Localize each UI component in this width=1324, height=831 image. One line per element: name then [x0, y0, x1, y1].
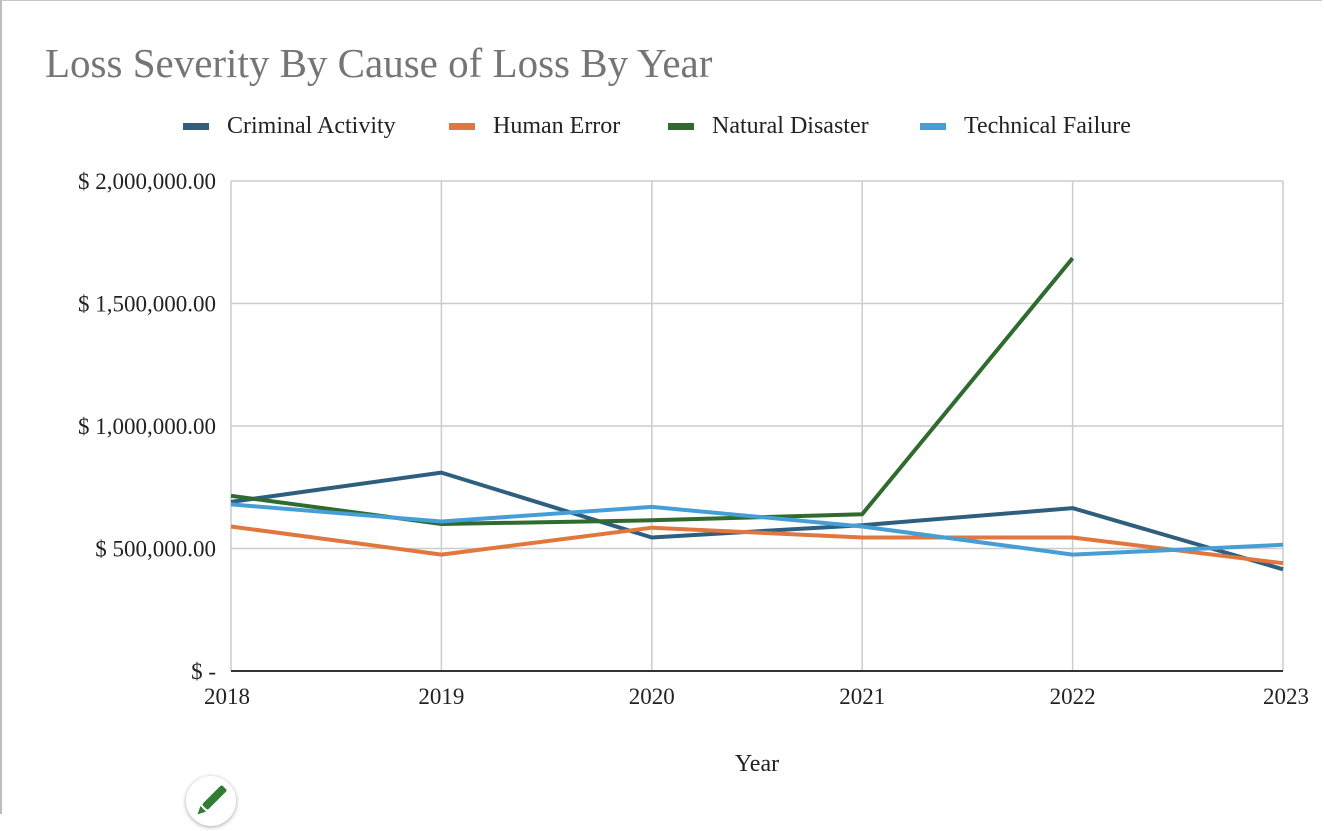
- legend-label-1: Human Error: [493, 112, 621, 139]
- y-tick-label: $ 500,000.00: [95, 537, 216, 562]
- x-axis-title: Year: [735, 751, 779, 777]
- tick-labels: $ - $ 500,000.00 $ 1,000,000.00 $ 1,500,000…: [78, 169, 1309, 709]
- edit-chart-button[interactable]: [186, 776, 236, 826]
- y-tick-label: $ 2,000,000.00: [78, 169, 216, 194]
- x-tick-label: 2022: [1050, 684, 1096, 709]
- legend-swatch-0: [183, 122, 209, 130]
- legend-item-0[interactable]: Criminal Activity: [183, 111, 396, 141]
- legend-item-2[interactable]: Natural Disaster: [668, 111, 869, 141]
- legend-label-0: Criminal Activity: [227, 112, 396, 139]
- series-line-3: [230, 502, 1284, 557]
- y-tick-label: $ 1,000,000.00: [78, 414, 216, 439]
- x-tick-label: 2018: [204, 684, 250, 709]
- legend-item-1[interactable]: Human Error: [449, 111, 620, 141]
- pencil-icon: [197, 785, 227, 815]
- legend-label-2: Natural Disaster: [712, 112, 869, 139]
- line-chart: $ - $ 500,000.00 $ 1,000,000.00 $ 1,500,000…: [78, 169, 1309, 777]
- series-line-0: [230, 470, 1284, 572]
- x-tick-label: 2020: [629, 684, 675, 709]
- gridlines: [230, 180, 1284, 671]
- legend-label-3: Technical Failure: [964, 112, 1131, 139]
- chart-frame: Loss Severity By Cause of Loss By Year C…: [0, 0, 1322, 815]
- chart-title: Loss Severity By Cause of Loss By Year: [45, 40, 713, 86]
- legend-item-3[interactable]: Technical Failure: [920, 111, 1131, 141]
- legend-swatch-1: [449, 122, 475, 130]
- legend-swatch-3: [920, 122, 946, 130]
- x-tick-label: 2019: [418, 684, 464, 709]
- y-tick-label: $ 1,500,000.00: [78, 292, 216, 317]
- legend-swatch-2: [668, 122, 694, 130]
- series-line-1: [230, 524, 1284, 566]
- y-tick-label: $ -: [191, 659, 216, 684]
- x-tick-label: 2021: [839, 684, 885, 709]
- chart-legend: Criminal Activity Human Error Natural Di…: [2, 111, 1322, 141]
- x-tick-label: 2023: [1263, 684, 1309, 709]
- series-lines: [230, 256, 1284, 572]
